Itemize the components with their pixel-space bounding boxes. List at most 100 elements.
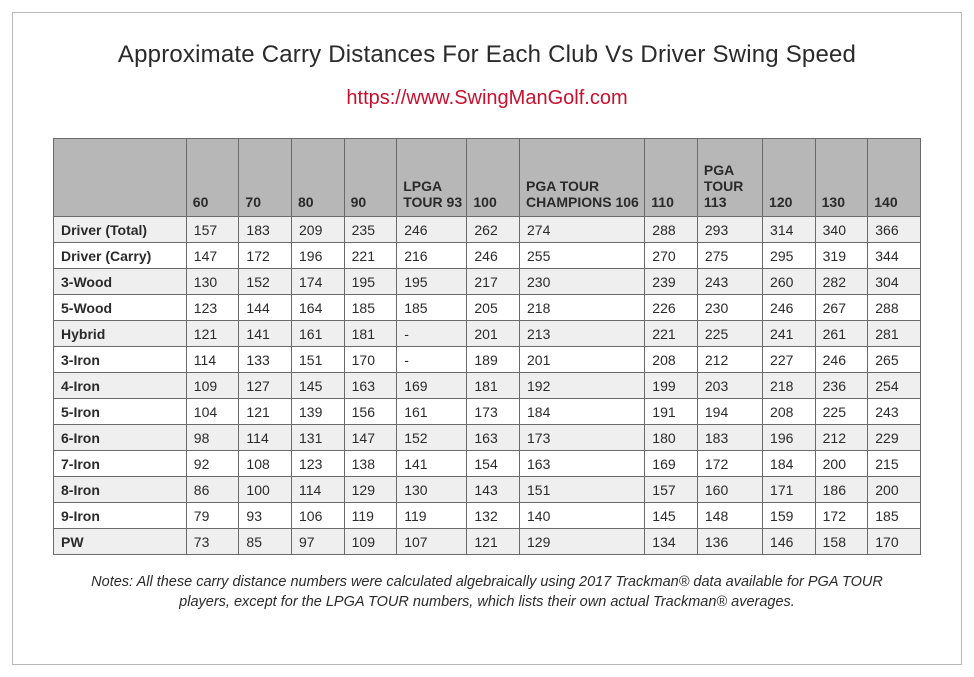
value-cell: 171 — [763, 477, 816, 503]
value-cell: 141 — [397, 451, 467, 477]
club-cell: Hybrid — [54, 321, 187, 347]
chart-frame: Approximate Carry Distances For Each Clu… — [12, 12, 962, 665]
value-cell: 200 — [868, 477, 921, 503]
value-cell: 129 — [344, 477, 397, 503]
value-cell: 146 — [763, 529, 816, 555]
value-cell: 172 — [697, 451, 762, 477]
column-header: PGA TOUR 113 — [697, 139, 762, 217]
value-cell: 181 — [344, 321, 397, 347]
value-cell: 147 — [186, 243, 239, 269]
table-row: 7-Iron9210812313814115416316917218420021… — [54, 451, 921, 477]
value-cell: 169 — [645, 451, 698, 477]
value-cell: 86 — [186, 477, 239, 503]
source-url: https://www.SwingManGolf.com — [346, 87, 627, 110]
value-cell: 344 — [868, 243, 921, 269]
value-cell: 225 — [815, 399, 868, 425]
value-cell: 282 — [815, 269, 868, 295]
column-header: 130 — [815, 139, 868, 217]
table-row: 5-Wood1231441641851852052182262302462672… — [54, 295, 921, 321]
club-cell: 7-Iron — [54, 451, 187, 477]
table-row: 6-Iron9811413114715216317318018319621222… — [54, 425, 921, 451]
club-cell: Driver (Total) — [54, 217, 187, 243]
value-cell: 239 — [645, 269, 698, 295]
value-cell: - — [397, 347, 467, 373]
value-cell: 173 — [467, 399, 520, 425]
column-header: 120 — [763, 139, 816, 217]
value-cell: 145 — [645, 503, 698, 529]
value-cell: 140 — [520, 503, 645, 529]
value-cell: 93 — [239, 503, 292, 529]
value-cell: 73 — [186, 529, 239, 555]
value-cell: 200 — [815, 451, 868, 477]
club-cell: 5-Wood — [54, 295, 187, 321]
value-cell: 226 — [645, 295, 698, 321]
value-cell: 184 — [763, 451, 816, 477]
value-cell: 246 — [467, 243, 520, 269]
club-cell: 5-Iron — [54, 399, 187, 425]
value-cell: 270 — [645, 243, 698, 269]
value-cell: 260 — [763, 269, 816, 295]
value-cell: 170 — [868, 529, 921, 555]
column-header: 110 — [645, 139, 698, 217]
value-cell: 144 — [239, 295, 292, 321]
value-cell: 106 — [292, 503, 345, 529]
value-cell: 114 — [239, 425, 292, 451]
value-cell: 225 — [697, 321, 762, 347]
value-cell: 92 — [186, 451, 239, 477]
value-cell: - — [397, 321, 467, 347]
club-cell: 9-Iron — [54, 503, 187, 529]
value-cell: 199 — [645, 373, 698, 399]
value-cell: 181 — [467, 373, 520, 399]
table-row: 3-Wood1301521741951952172302392432602823… — [54, 269, 921, 295]
value-cell: 79 — [186, 503, 239, 529]
club-cell: 4-Iron — [54, 373, 187, 399]
value-cell: 241 — [763, 321, 816, 347]
value-cell: 212 — [697, 347, 762, 373]
value-cell: 170 — [344, 347, 397, 373]
column-header: PGA TOUR CHAMPIONS 106 — [520, 139, 645, 217]
value-cell: 172 — [815, 503, 868, 529]
column-header: 140 — [868, 139, 921, 217]
value-cell: 161 — [292, 321, 345, 347]
value-cell: 208 — [645, 347, 698, 373]
value-cell: 227 — [763, 347, 816, 373]
table-row: 3-Iron114133151170-189201208212227246265 — [54, 347, 921, 373]
value-cell: 203 — [697, 373, 762, 399]
value-cell: 119 — [397, 503, 467, 529]
value-cell: 172 — [239, 243, 292, 269]
value-cell: 221 — [645, 321, 698, 347]
value-cell: 139 — [292, 399, 345, 425]
value-cell: 158 — [815, 529, 868, 555]
value-cell: 145 — [292, 373, 345, 399]
club-cell: 3-Iron — [54, 347, 187, 373]
value-cell: 114 — [186, 347, 239, 373]
table-row: Driver (Carry)14717219622121624625527027… — [54, 243, 921, 269]
value-cell: 261 — [815, 321, 868, 347]
value-cell: 229 — [868, 425, 921, 451]
value-cell: 235 — [344, 217, 397, 243]
value-cell: 191 — [645, 399, 698, 425]
column-header: 70 — [239, 139, 292, 217]
value-cell: 152 — [239, 269, 292, 295]
value-cell: 265 — [868, 347, 921, 373]
table-row: Driver (Total)15718320923524626227428829… — [54, 217, 921, 243]
value-cell: 208 — [763, 399, 816, 425]
value-cell: 195 — [344, 269, 397, 295]
value-cell: 217 — [467, 269, 520, 295]
table-body: Driver (Total)15718320923524626227428829… — [54, 217, 921, 555]
value-cell: 215 — [868, 451, 921, 477]
value-cell: 185 — [868, 503, 921, 529]
value-cell: 100 — [239, 477, 292, 503]
column-header: 90 — [344, 139, 397, 217]
value-cell: 319 — [815, 243, 868, 269]
column-header: 100 — [467, 139, 520, 217]
value-cell: 134 — [645, 529, 698, 555]
value-cell: 159 — [763, 503, 816, 529]
value-cell: 109 — [344, 529, 397, 555]
value-cell: 143 — [467, 477, 520, 503]
value-cell: 281 — [868, 321, 921, 347]
value-cell: 156 — [344, 399, 397, 425]
table-header-row: 60708090LPGA TOUR 93100PGA TOUR CHAMPION… — [54, 139, 921, 217]
value-cell: 109 — [186, 373, 239, 399]
value-cell: 230 — [697, 295, 762, 321]
